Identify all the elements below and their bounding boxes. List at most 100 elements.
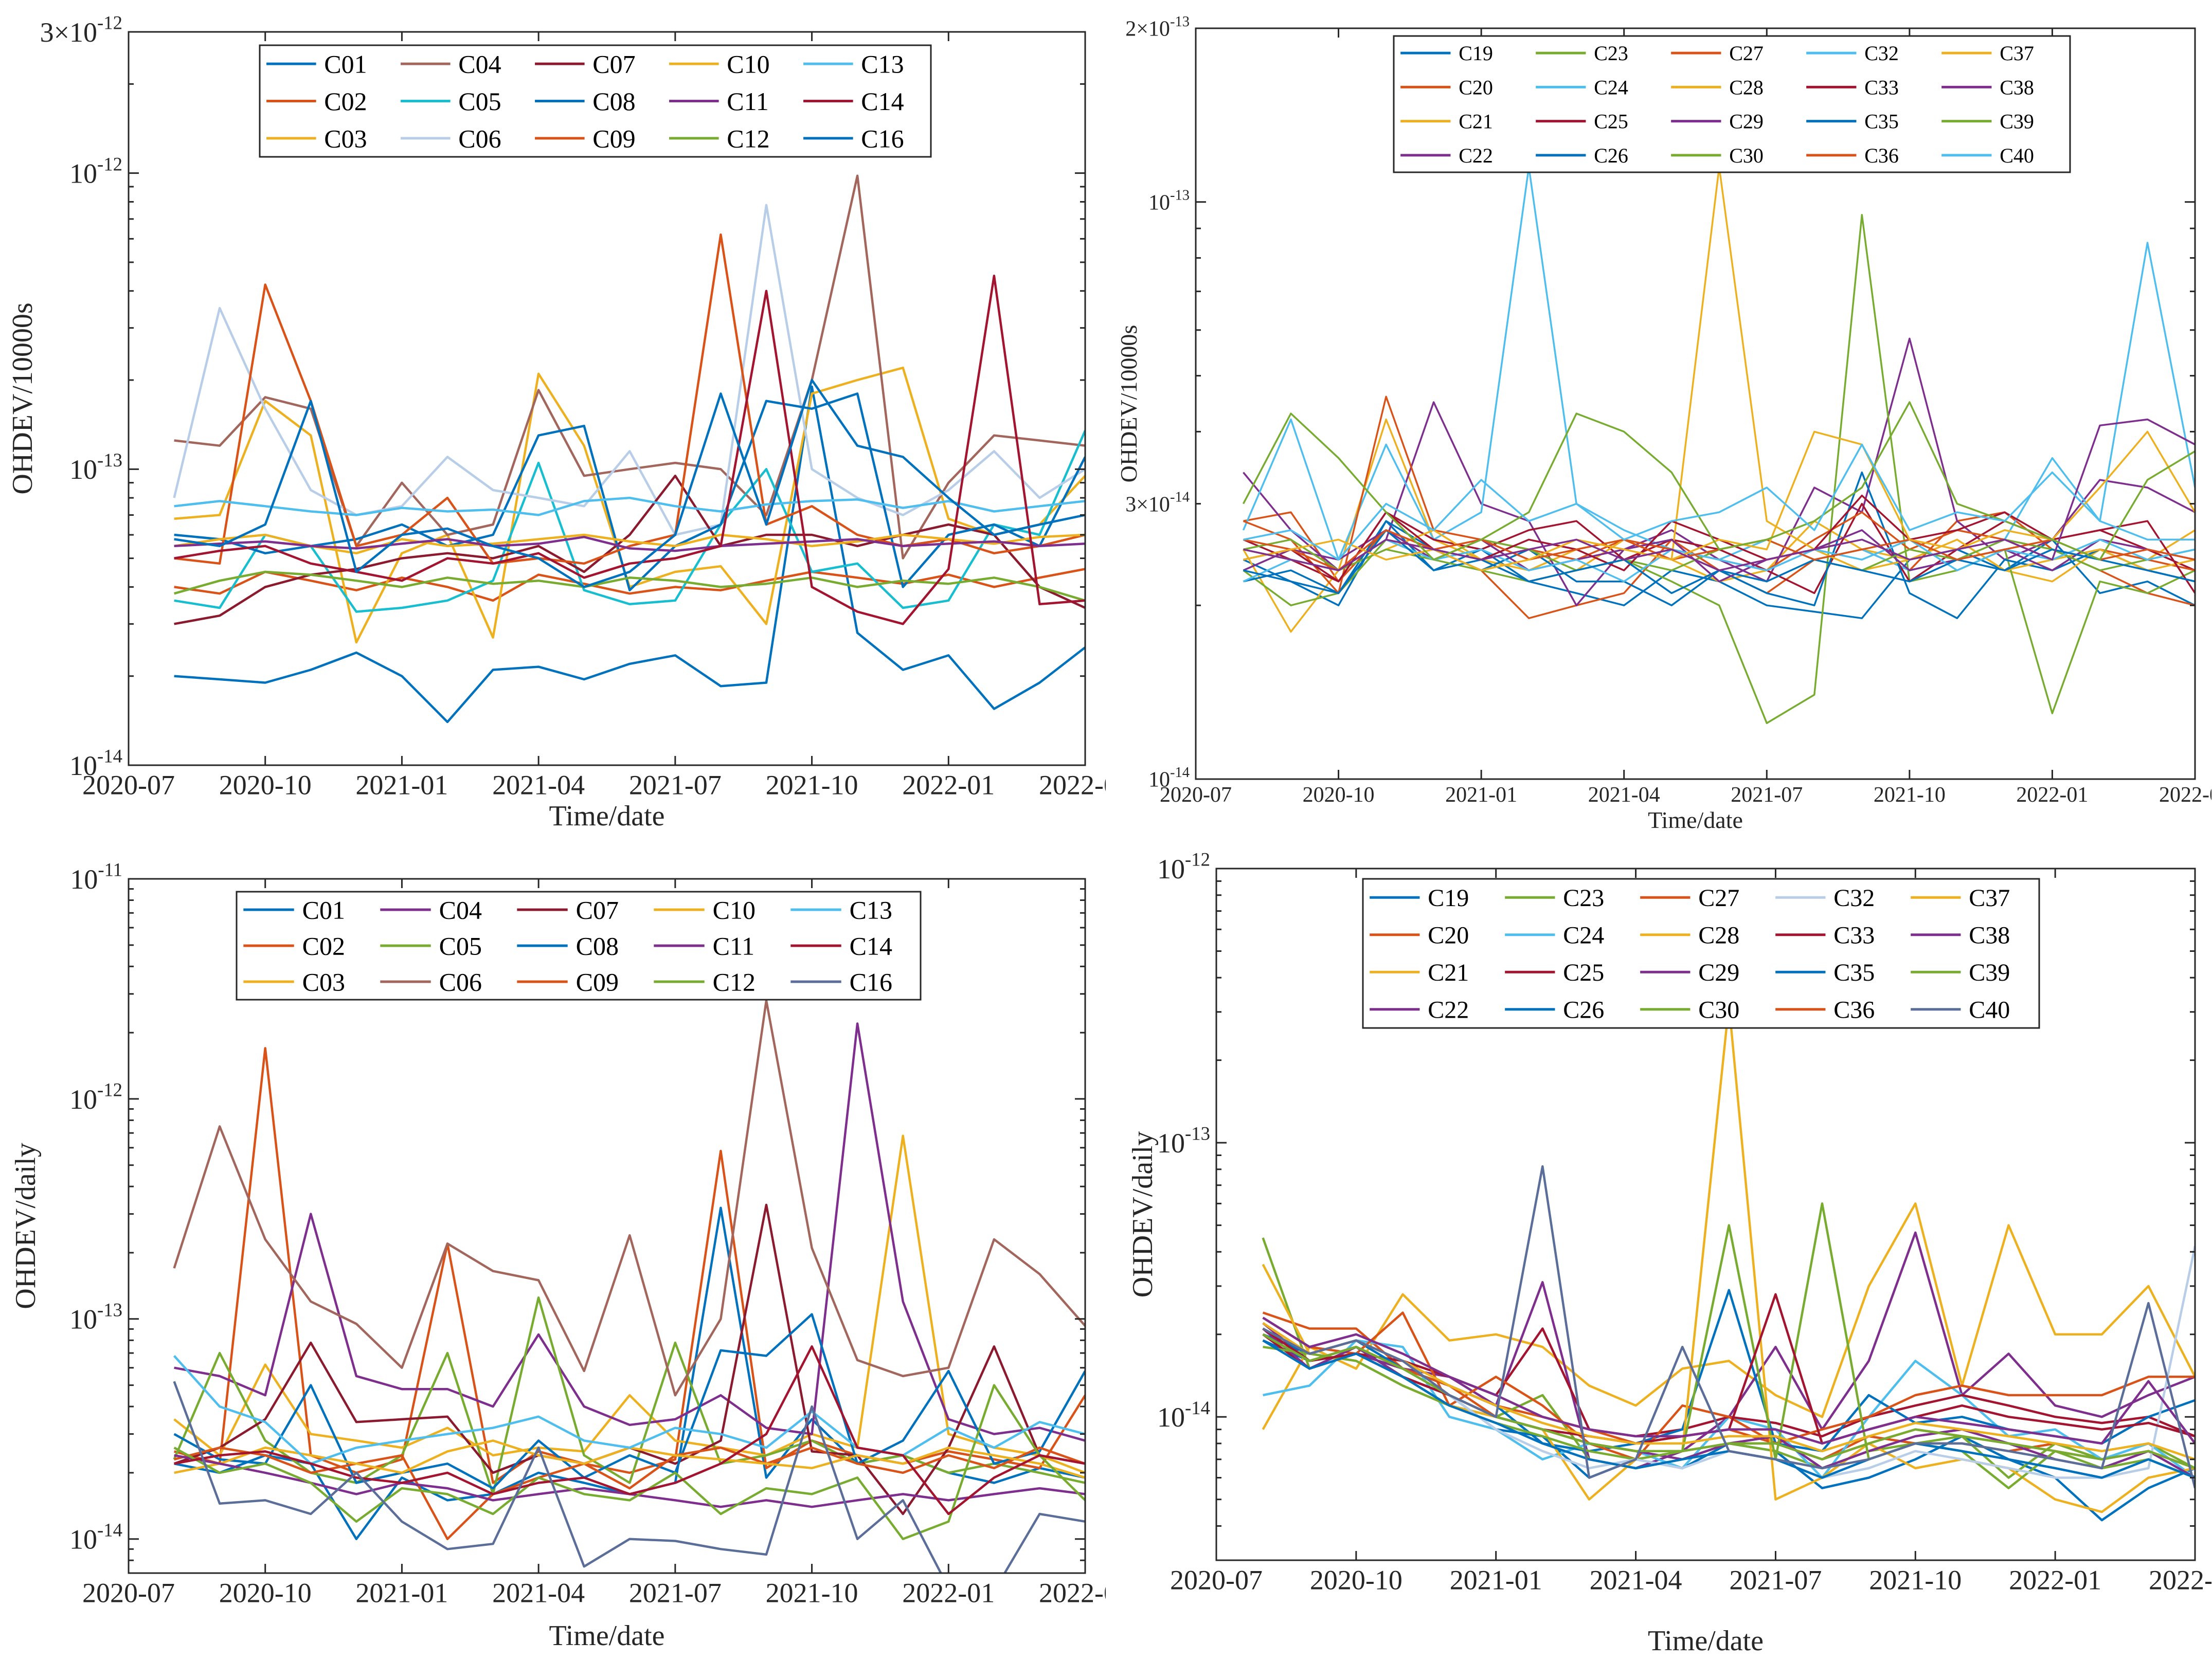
series-line-c24	[1242, 166, 2195, 571]
y-axis-label: OHDEV/10000s	[1116, 325, 1142, 483]
x-tick-label: 2021-04	[1588, 783, 1660, 807]
series-line-c05	[174, 430, 1085, 613]
chart-panel-top-right: 2020-07 2020-10 2021-01 2021-04 2021-07 2021-…	[1106, 0, 2211, 830]
series-line-c33	[1243, 494, 2195, 594]
legend-label-c36: C36	[1833, 997, 1875, 1024]
legend-label-c24: C24	[1563, 922, 1604, 949]
legend-label-c35: C35	[1833, 959, 1875, 986]
series-line-c10	[174, 533, 1085, 555]
legend-label-c02: C02	[324, 87, 367, 116]
legend-label-c03: C03	[324, 124, 367, 153]
legend: C19 C20 C21 C22 C23 C24 C25 C26 C27 C28 C29 C30 C32 C…	[1393, 35, 2071, 173]
y-tick-label: 10-12	[1157, 849, 1210, 885]
y-tick-label: 10-13	[1148, 188, 1190, 215]
x-tick-label: 2021-07	[1729, 1565, 1822, 1596]
series-line-c28	[1243, 166, 2195, 583]
legend-label-c01: C01	[302, 896, 345, 925]
y-axis-label: OHDEV/10000s	[7, 302, 39, 494]
series-line-c21	[1262, 1202, 2195, 1430]
plot-frame	[128, 31, 1086, 766]
legend-label-c28: C28	[1729, 76, 1764, 99]
series-group	[1262, 1003, 2195, 1522]
series-line-c23	[1243, 214, 2195, 724]
legend-label-c11: C11	[727, 87, 769, 116]
series-line-c29	[1262, 1327, 2195, 1479]
series-line-c27	[1262, 1311, 2195, 1461]
y-tick-label: 10-13	[1157, 1123, 1210, 1159]
legend-label-c08: C08	[592, 87, 635, 116]
legend-label-c21: C21	[1459, 110, 1493, 133]
legend-label-c02: C02	[302, 932, 345, 961]
legend-label-c04: C04	[439, 896, 482, 925]
chart-svg-bl: 2020-07 2020-10 2021-01 2021-04 2021-07 2021-…	[10, 859, 1106, 1652]
series-line-c13	[174, 496, 1085, 516]
series-line-c25	[1262, 1327, 2195, 1438]
legend-label-c09: C09	[576, 968, 619, 997]
x-tick-label: 2021-04	[1590, 1565, 1682, 1596]
legend-label-c23: C23	[1563, 885, 1604, 912]
legend-label-c11: C11	[713, 932, 755, 961]
series-line-c39	[1242, 401, 2195, 561]
series-line-c02	[174, 568, 1085, 602]
series-group	[173, 174, 1085, 724]
series-line-c02	[174, 1047, 1085, 1484]
series-line-c12	[173, 1384, 1085, 1540]
x-tick-label: 2020-10	[1303, 783, 1375, 807]
series-line-c38	[1243, 418, 2195, 571]
series-line-c12	[173, 570, 1085, 602]
legend-label-c26: C26	[1563, 997, 1604, 1024]
series-line-c16	[173, 1381, 1085, 1573]
series-line-c09	[174, 1446, 1085, 1540]
legend-label-c07: C07	[576, 896, 619, 925]
legend-label-c27: C27	[1698, 885, 1739, 912]
series-line-c26	[1243, 471, 2195, 619]
legend-label-c19: C19	[1459, 42, 1493, 65]
legend-label-c05: C05	[458, 87, 501, 116]
series-line-c06	[173, 204, 1085, 536]
series-line-c14	[174, 1345, 1085, 1515]
y-tick-label: 10-13	[69, 449, 122, 485]
x-axis-label: Time/date	[1648, 1625, 1764, 1657]
series-line-c30	[1263, 1202, 2195, 1489]
series-line-c22	[1262, 1231, 2195, 1470]
x-axis-label: Time/date	[549, 1620, 664, 1652]
x-tick-label: 2022-04	[1039, 1578, 1106, 1609]
legend-label-c26: C26	[1594, 144, 1628, 167]
legend-label-c08: C08	[576, 932, 619, 961]
series-line-c20	[1243, 511, 2195, 619]
series-line-c06	[173, 999, 1085, 1397]
series-group	[1242, 166, 2195, 724]
x-tick-label: 2021-10	[766, 770, 858, 801]
legend-label-c28: C28	[1698, 922, 1739, 949]
legend-label-c10: C10	[727, 50, 769, 79]
legend-label-c22: C22	[1428, 997, 1469, 1024]
series-group	[173, 999, 1085, 1573]
series-line-c13	[173, 1355, 1085, 1465]
legend-label-c39: C39	[2000, 110, 2034, 133]
legend-label-c32: C32	[1864, 42, 1899, 65]
legend-label-c29: C29	[1698, 959, 1739, 986]
x-tick-label: 2022-04	[2149, 1565, 2211, 1596]
legend-label-c03: C03	[302, 968, 345, 997]
legend-label-c29: C29	[1729, 110, 1764, 133]
series-line-c08	[174, 392, 1085, 591]
series-line-c01	[174, 385, 1085, 724]
legend-label-c14: C14	[861, 87, 904, 116]
series-line-c14	[174, 275, 1085, 625]
series-line-c30	[1243, 538, 2195, 571]
legend: C19 C20 C21 C22 C23 C24 C25 C26 C27 C28 C29 C30 C32 C…	[1362, 878, 2040, 1029]
legend-label-c09: C09	[592, 124, 635, 153]
x-tick-label: 2020-10	[1310, 1565, 1402, 1596]
series-line-c21	[1242, 418, 2195, 633]
x-tick-label: 2022-04	[1039, 770, 1106, 801]
legend-label-c30: C30	[1698, 997, 1739, 1024]
x-tick-label: 2021-10	[1874, 783, 1946, 807]
y-axis-label: OHDEV/daily	[1127, 1131, 1159, 1298]
x-tick-label: 2022-01	[2009, 1565, 2101, 1596]
x-tick-label: 2022-01	[2016, 783, 2088, 807]
chart-svg-tr: 2020-07 2020-10 2021-01 2021-04 2021-07 2021-…	[1116, 14, 2211, 830]
y-tick-label: 3×10-12	[40, 12, 122, 48]
legend-label-c14: C14	[850, 932, 892, 961]
x-tick-label: 2022-01	[902, 770, 995, 801]
y-tick-label: 2×10-13	[1125, 14, 1190, 41]
